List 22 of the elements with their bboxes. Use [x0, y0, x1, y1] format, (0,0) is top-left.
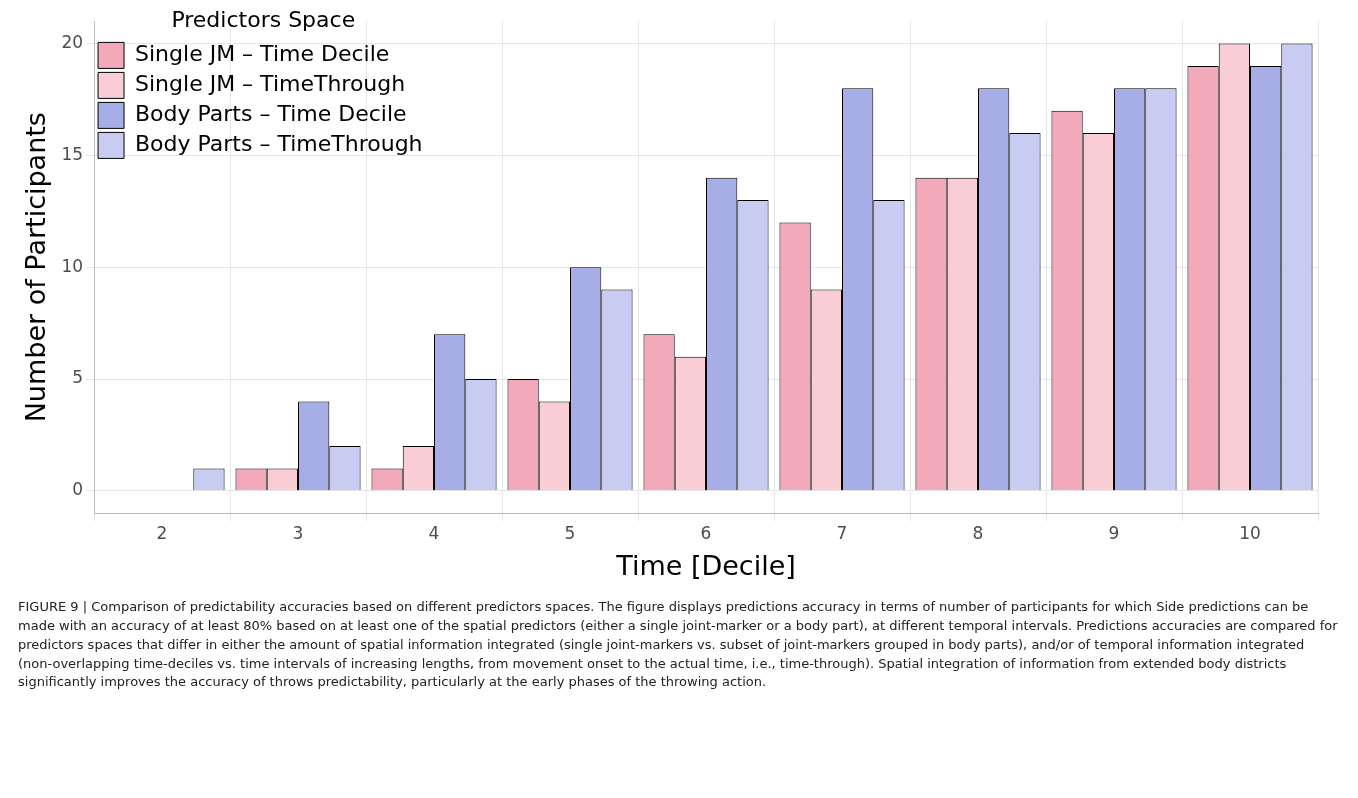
x-tick-label: 10 [1239, 522, 1261, 543]
legend-label: Single JM – Time Decile [135, 41, 390, 67]
legend-label: Body Parts – Time Decile [135, 101, 407, 127]
x-tick-label: 5 [564, 522, 576, 543]
x-tick-label: 9 [1108, 522, 1120, 543]
x-tick-label: 4 [428, 522, 440, 543]
legend-label: Single JM – TimeThrough [135, 71, 406, 97]
y-tick-label: 5 [72, 367, 84, 388]
legend-label: Body Parts – TimeThrough [135, 131, 423, 157]
x-tick-label: 3 [292, 522, 304, 543]
y-tick-label: 0 [72, 479, 84, 500]
caption: FIGURE 9 | Comparison of predictability accuracies based on different predictors spaces. The figure displays predictions accuracy in terms of number of participants for which Side predictions can be made with an accuracy of at least 80% based on at least one of the spatial predictors (either a single joint-marker or a body part), at different temporal intervals. Predictions accuracies are compared for predictors spaces that differ in either the amount of spatial information integrated (single joint-markers vs. subset of joint-markers grouped in body parts), and/or of temporal information integrated (non-overlapping time-deciles vs. time intervals of increasing lengths, from movement onset to the actual time, i.e., time-through). Spatial integration of information from extended body districts significantly improves the accuracy of throws predictability, particularly at the early phases of the throwing action. [18, 598, 1339, 692]
x-tick-label: 2 [156, 522, 168, 543]
y-tick-label: 10 [61, 255, 84, 276]
x-tick-label: 8 [972, 522, 984, 543]
x-tick-label: 6 [700, 522, 712, 543]
y-tick-label: 15 [61, 143, 84, 164]
x-tick-label: 7 [836, 522, 848, 543]
y-tick-label: 20 [61, 31, 84, 52]
legend-title: Predictors Space [171, 6, 356, 32]
x-axis-title: Time [Decile] [615, 549, 796, 581]
y-axis-title: Number of Participants [20, 112, 52, 423]
